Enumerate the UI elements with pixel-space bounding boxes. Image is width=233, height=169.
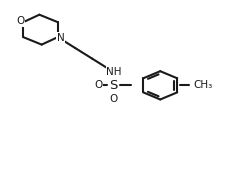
Text: O: O xyxy=(94,80,102,90)
Text: O: O xyxy=(109,94,117,104)
Text: NH: NH xyxy=(106,67,122,77)
Text: N: N xyxy=(57,33,65,43)
Text: O: O xyxy=(16,16,24,26)
Text: CH₃: CH₃ xyxy=(194,80,213,90)
Text: S: S xyxy=(109,79,117,92)
